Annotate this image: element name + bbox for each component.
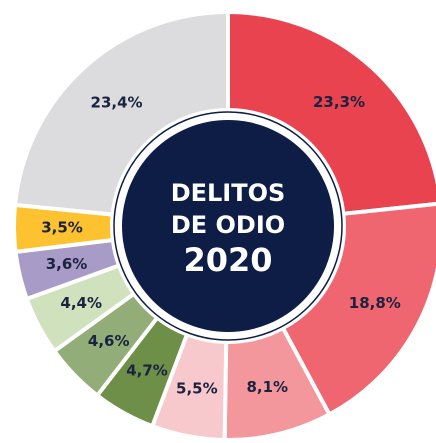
center-text: DELITOS [171,179,286,207]
value-label: 4,7% [126,361,168,379]
value-label: 4,6% [88,332,130,350]
value-label: 18,8% [349,294,401,312]
value-label: 4,4% [60,294,102,312]
donut-slice [12,9,230,217]
value-label: 8,1% [246,378,288,396]
value-label: 23,4% [91,93,143,111]
center-text: DE ODIO [171,211,285,239]
donut-slice [226,9,436,217]
value-label: 5,5% [176,380,218,398]
value-label: 3,5% [41,218,83,236]
value-label: 3,6% [46,255,88,273]
value-label: 23,3% [313,93,365,111]
center-text: 2020 [183,241,272,279]
center-disc [122,120,334,332]
